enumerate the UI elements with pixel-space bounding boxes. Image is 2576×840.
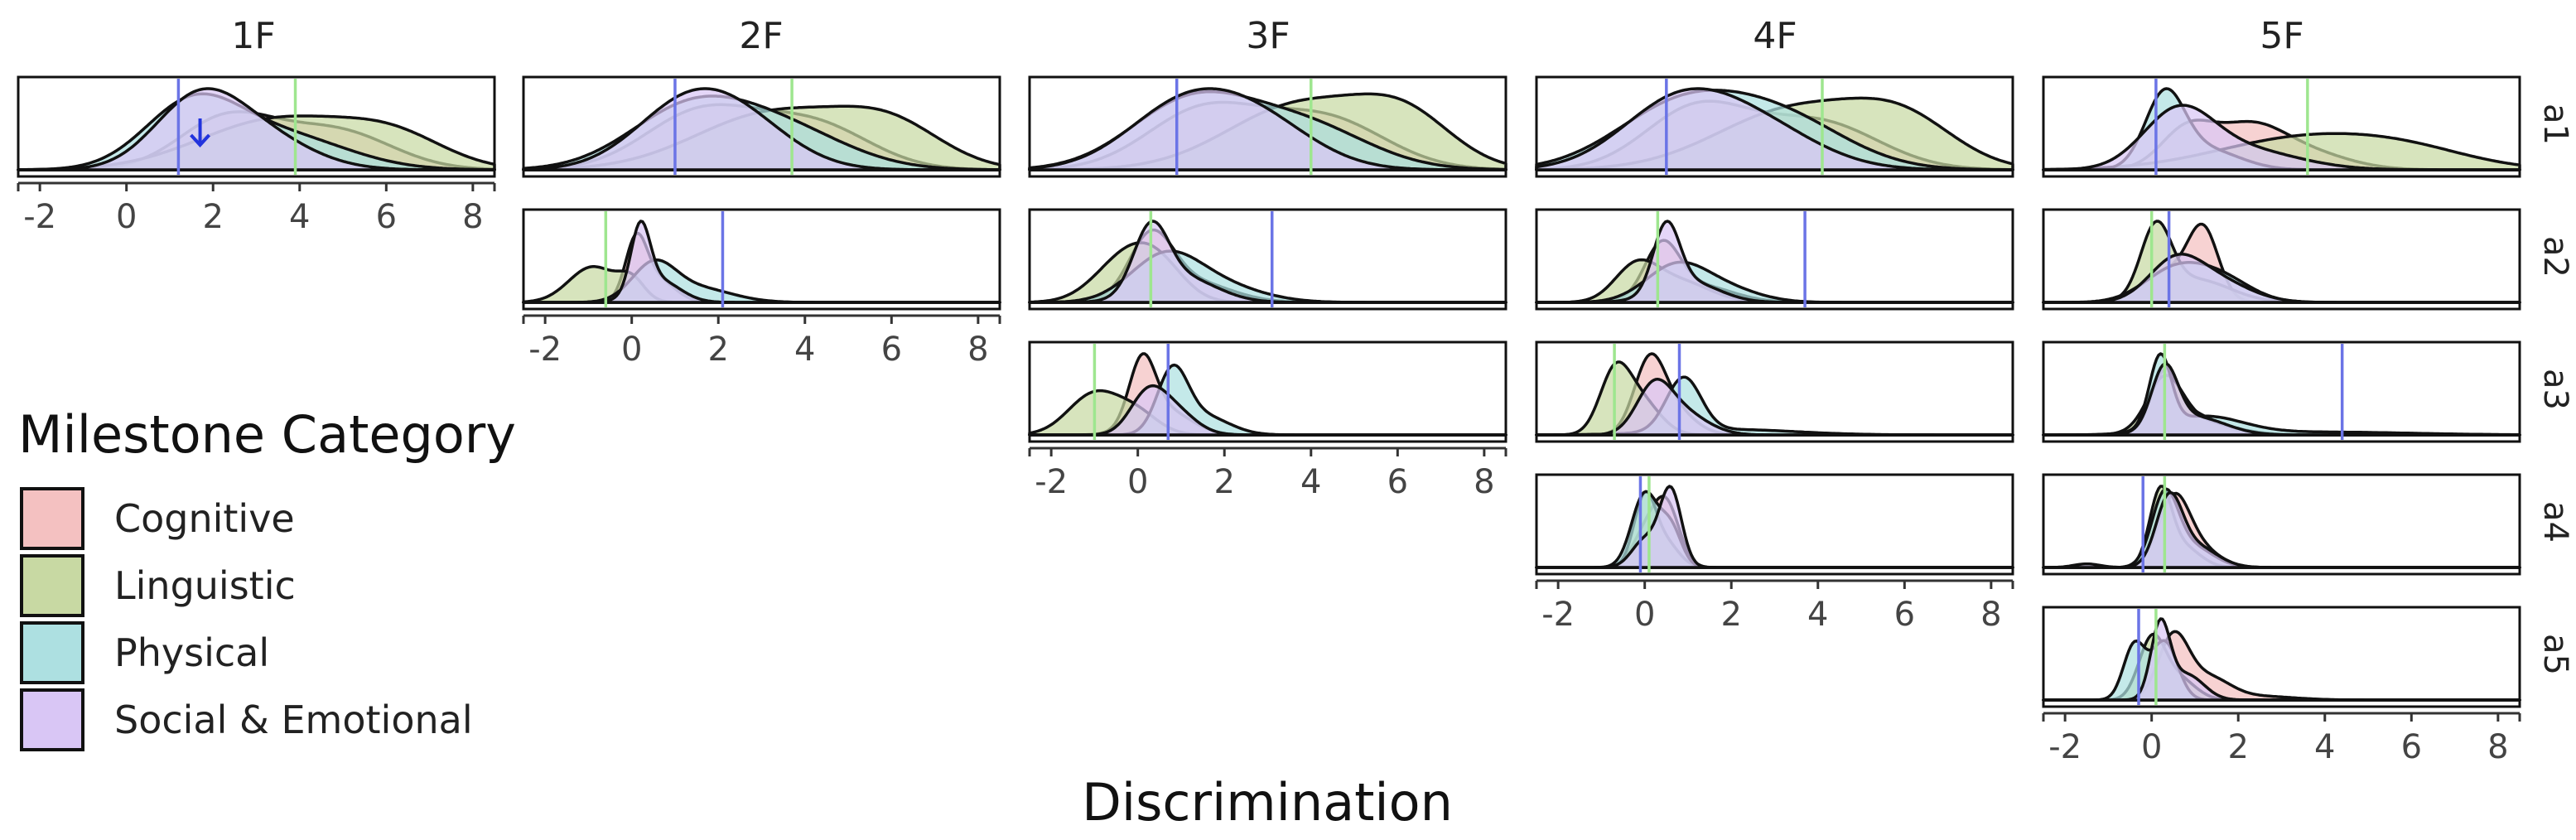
x-tick-label: 4 bbox=[289, 198, 310, 236]
panel-5F-a2 bbox=[2042, 208, 2521, 311]
x-tick-label: 4 bbox=[2314, 728, 2335, 766]
legend-label-linguistic: Linguistic bbox=[114, 563, 296, 608]
density-social-emotional bbox=[522, 220, 1001, 304]
row-label-a1: a1 bbox=[2536, 104, 2574, 145]
density-social-emotional bbox=[1028, 220, 1507, 304]
x-tick-label: 8 bbox=[462, 198, 483, 236]
legend-swatch-linguistic bbox=[20, 554, 84, 617]
row-label-a5: a5 bbox=[2536, 634, 2574, 675]
density-social-emotional bbox=[1535, 485, 2014, 569]
panel-frame bbox=[2042, 208, 2521, 311]
column-title-3F: 3F bbox=[1246, 15, 1290, 57]
x-tick-label: 8 bbox=[967, 331, 988, 369]
x-tick-label: -2 bbox=[528, 331, 562, 369]
x-tick-label: 6 bbox=[1387, 463, 1408, 501]
x-tick-label: 6 bbox=[1894, 596, 1915, 634]
panel-3F-a1 bbox=[1028, 75, 1507, 178]
legend-swatch-cognitive bbox=[20, 487, 84, 550]
x-tick-label: -2 bbox=[1541, 596, 1575, 634]
x-tick-label: 2 bbox=[2228, 728, 2249, 766]
panel-5F-a1 bbox=[2042, 75, 2521, 178]
x-tick-label: 2 bbox=[203, 198, 224, 236]
x-tick-label: 2 bbox=[1721, 596, 1742, 634]
panel-5F-a3 bbox=[2042, 340, 2521, 443]
panel-frame bbox=[2042, 340, 2521, 443]
legend-title: Milestone Category bbox=[18, 404, 516, 465]
legend-label-cognitive: Cognitive bbox=[114, 496, 295, 541]
x-tick-label: 2 bbox=[1214, 463, 1235, 501]
x-tick-label: 0 bbox=[1634, 596, 1655, 634]
panel-4F-a4 bbox=[1535, 473, 2014, 576]
panel-frame bbox=[1535, 473, 2014, 576]
x-tick-label: 8 bbox=[1474, 463, 1494, 501]
panels-layer: -2 0 2 4 6 8 -2 0 2 4 6 8 -2 0 2 4 6 8 -2 0 2 4 6 8 -2 0 2 4 6 8 bbox=[17, 75, 2521, 766]
density-social-emotional bbox=[2042, 253, 2521, 304]
panel-4F-a1 bbox=[1535, 75, 2014, 178]
x-tick-label: 6 bbox=[376, 198, 397, 236]
density-social-emotional bbox=[1535, 377, 2014, 437]
x-axis-1F: -2 0 2 4 6 8 bbox=[17, 181, 496, 236]
row-label-a4: a4 bbox=[2536, 501, 2574, 543]
panel-2F-a1 bbox=[522, 75, 1001, 178]
x-axis-5F: -2 0 2 4 6 8 bbox=[2042, 712, 2521, 766]
density-social-emotional bbox=[1028, 87, 1507, 171]
panel-2F-a2 bbox=[522, 208, 1001, 311]
x-tick-label: -2 bbox=[2048, 728, 2082, 766]
x-tick-label: 0 bbox=[116, 198, 137, 236]
panel-5F-a4 bbox=[2042, 473, 2521, 576]
labels-layer: 1F 2F 3F 4F 5F a1 a2 a3 a4 a5 Discrimina… bbox=[18, 15, 2574, 833]
x-axis-3F: -2 0 2 4 6 8 bbox=[1028, 447, 1507, 501]
x-axis-title: Discrimination bbox=[1082, 772, 1453, 833]
x-tick-label: 4 bbox=[794, 331, 815, 369]
density-social-emotional bbox=[1535, 87, 2014, 171]
column-title-4F: 4F bbox=[1753, 15, 1797, 57]
x-axis-2F: -2 0 2 4 6 8 bbox=[522, 314, 1001, 369]
x-tick-label: 6 bbox=[881, 331, 902, 369]
x-axis-4F: -2 0 2 4 6 8 bbox=[1535, 579, 2014, 634]
x-tick-label: 6 bbox=[2401, 728, 2422, 766]
x-tick-label: 8 bbox=[1980, 596, 2001, 634]
panel-3F-a2 bbox=[1028, 208, 1507, 311]
column-title-1F: 1F bbox=[231, 15, 275, 57]
panel-1F-a1 bbox=[17, 75, 496, 178]
x-tick-label: 0 bbox=[1127, 463, 1148, 501]
density-social-emotional bbox=[2042, 104, 2521, 171]
legend-label-social-emotional: Social & Emotional bbox=[114, 698, 473, 742]
arrow-annotation bbox=[190, 118, 211, 147]
panel-4F-a3 bbox=[1535, 340, 2014, 443]
density-social-emotional bbox=[2042, 490, 2521, 569]
x-tick-label: -2 bbox=[1035, 463, 1068, 501]
row-label-a3: a3 bbox=[2536, 369, 2574, 410]
panel-5F-a5 bbox=[2042, 606, 2521, 708]
column-title-5F: 5F bbox=[2260, 15, 2303, 57]
legend: Milestone Category Cognitive Linguistic … bbox=[18, 404, 516, 751]
legend-swatch-social-emotional bbox=[20, 688, 84, 751]
density-social-emotional bbox=[522, 87, 1001, 171]
density-social-emotional bbox=[2042, 362, 2521, 437]
legend-label-physical: Physical bbox=[114, 630, 269, 675]
panel-3F-a3 bbox=[1028, 340, 1507, 443]
panel-frame bbox=[2042, 473, 2521, 576]
x-tick-label: -2 bbox=[23, 198, 56, 236]
density-social-emotional bbox=[1028, 384, 1507, 437]
density-social-emotional bbox=[2042, 617, 2521, 702]
row-label-a2: a2 bbox=[2536, 236, 2574, 278]
x-tick-label: 2 bbox=[708, 331, 729, 369]
x-tick-label: 4 bbox=[1807, 596, 1828, 634]
x-tick-label: 4 bbox=[1300, 463, 1321, 501]
legend-swatch-physical bbox=[20, 621, 84, 684]
density-social-emotional bbox=[1535, 220, 2014, 304]
x-tick-label: 8 bbox=[2487, 728, 2508, 766]
x-tick-label: 0 bbox=[2141, 728, 2162, 766]
density-social-emotional bbox=[17, 87, 496, 171]
column-title-2F: 2F bbox=[739, 15, 783, 57]
panel-4F-a2 bbox=[1535, 208, 2014, 311]
x-tick-label: 0 bbox=[621, 331, 642, 369]
